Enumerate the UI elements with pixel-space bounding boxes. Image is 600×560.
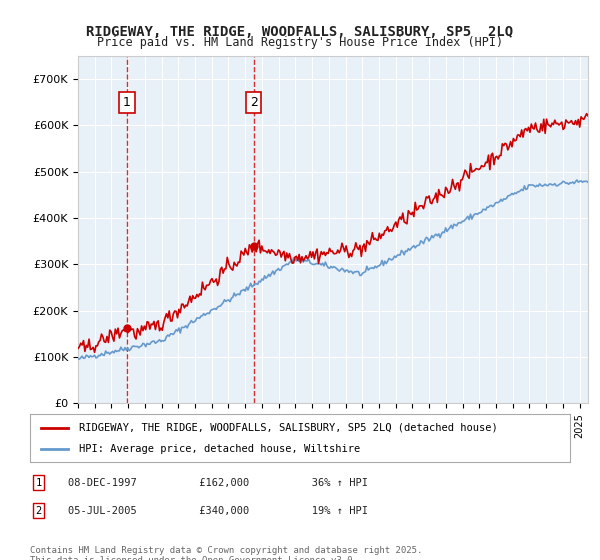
- Text: Contains HM Land Registry data © Crown copyright and database right 2025.
This d: Contains HM Land Registry data © Crown c…: [30, 546, 422, 560]
- Text: 2: 2: [250, 96, 257, 109]
- Text: 2: 2: [35, 506, 41, 516]
- Text: Price paid vs. HM Land Registry's House Price Index (HPI): Price paid vs. HM Land Registry's House …: [97, 36, 503, 49]
- Text: 1: 1: [123, 96, 131, 109]
- Text: HPI: Average price, detached house, Wiltshire: HPI: Average price, detached house, Wilt…: [79, 444, 360, 454]
- Text: 1: 1: [35, 478, 41, 488]
- Text: 08-DEC-1997          £162,000          36% ↑ HPI: 08-DEC-1997 £162,000 36% ↑ HPI: [68, 478, 368, 488]
- Text: RIDGEWAY, THE RIDGE, WOODFALLS, SALISBURY, SP5 2LQ (detached house): RIDGEWAY, THE RIDGE, WOODFALLS, SALISBUR…: [79, 423, 497, 433]
- Text: 05-JUL-2005          £340,000          19% ↑ HPI: 05-JUL-2005 £340,000 19% ↑ HPI: [68, 506, 368, 516]
- Text: RIDGEWAY, THE RIDGE, WOODFALLS, SALISBURY, SP5  2LQ: RIDGEWAY, THE RIDGE, WOODFALLS, SALISBUR…: [86, 25, 514, 39]
